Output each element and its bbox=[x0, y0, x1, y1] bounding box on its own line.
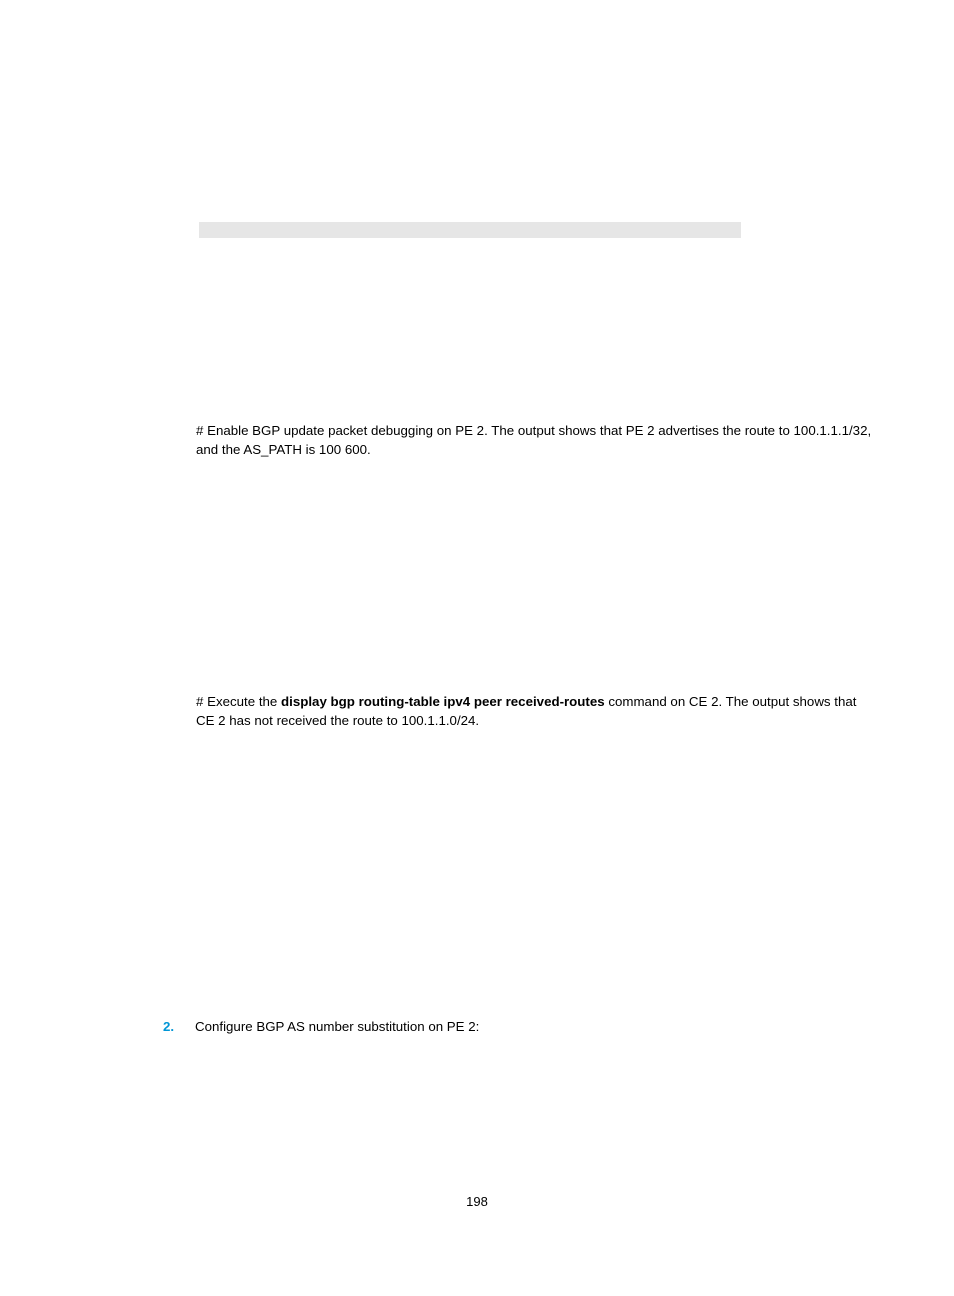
list-number: 2. bbox=[163, 1019, 195, 1034]
paragraph-bgp-debug: # Enable BGP update packet debugging on … bbox=[196, 421, 876, 460]
paragraph-display-command: # Execute the display bgp routing-table … bbox=[196, 692, 876, 731]
list-text: Configure BGP AS number substitution on … bbox=[195, 1019, 479, 1034]
paragraph-prefix: # Execute the bbox=[196, 694, 281, 709]
document-page: # Enable BGP update packet debugging on … bbox=[0, 0, 954, 1296]
command-bold: display bgp routing-table ipv4 peer rece… bbox=[281, 694, 605, 709]
page-number: 198 bbox=[0, 1194, 954, 1209]
paragraph-text: # Enable BGP update packet debugging on … bbox=[196, 423, 871, 457]
numbered-list-item: 2. Configure BGP AS number substitution … bbox=[163, 1019, 863, 1034]
gray-highlight-bar bbox=[199, 222, 741, 238]
